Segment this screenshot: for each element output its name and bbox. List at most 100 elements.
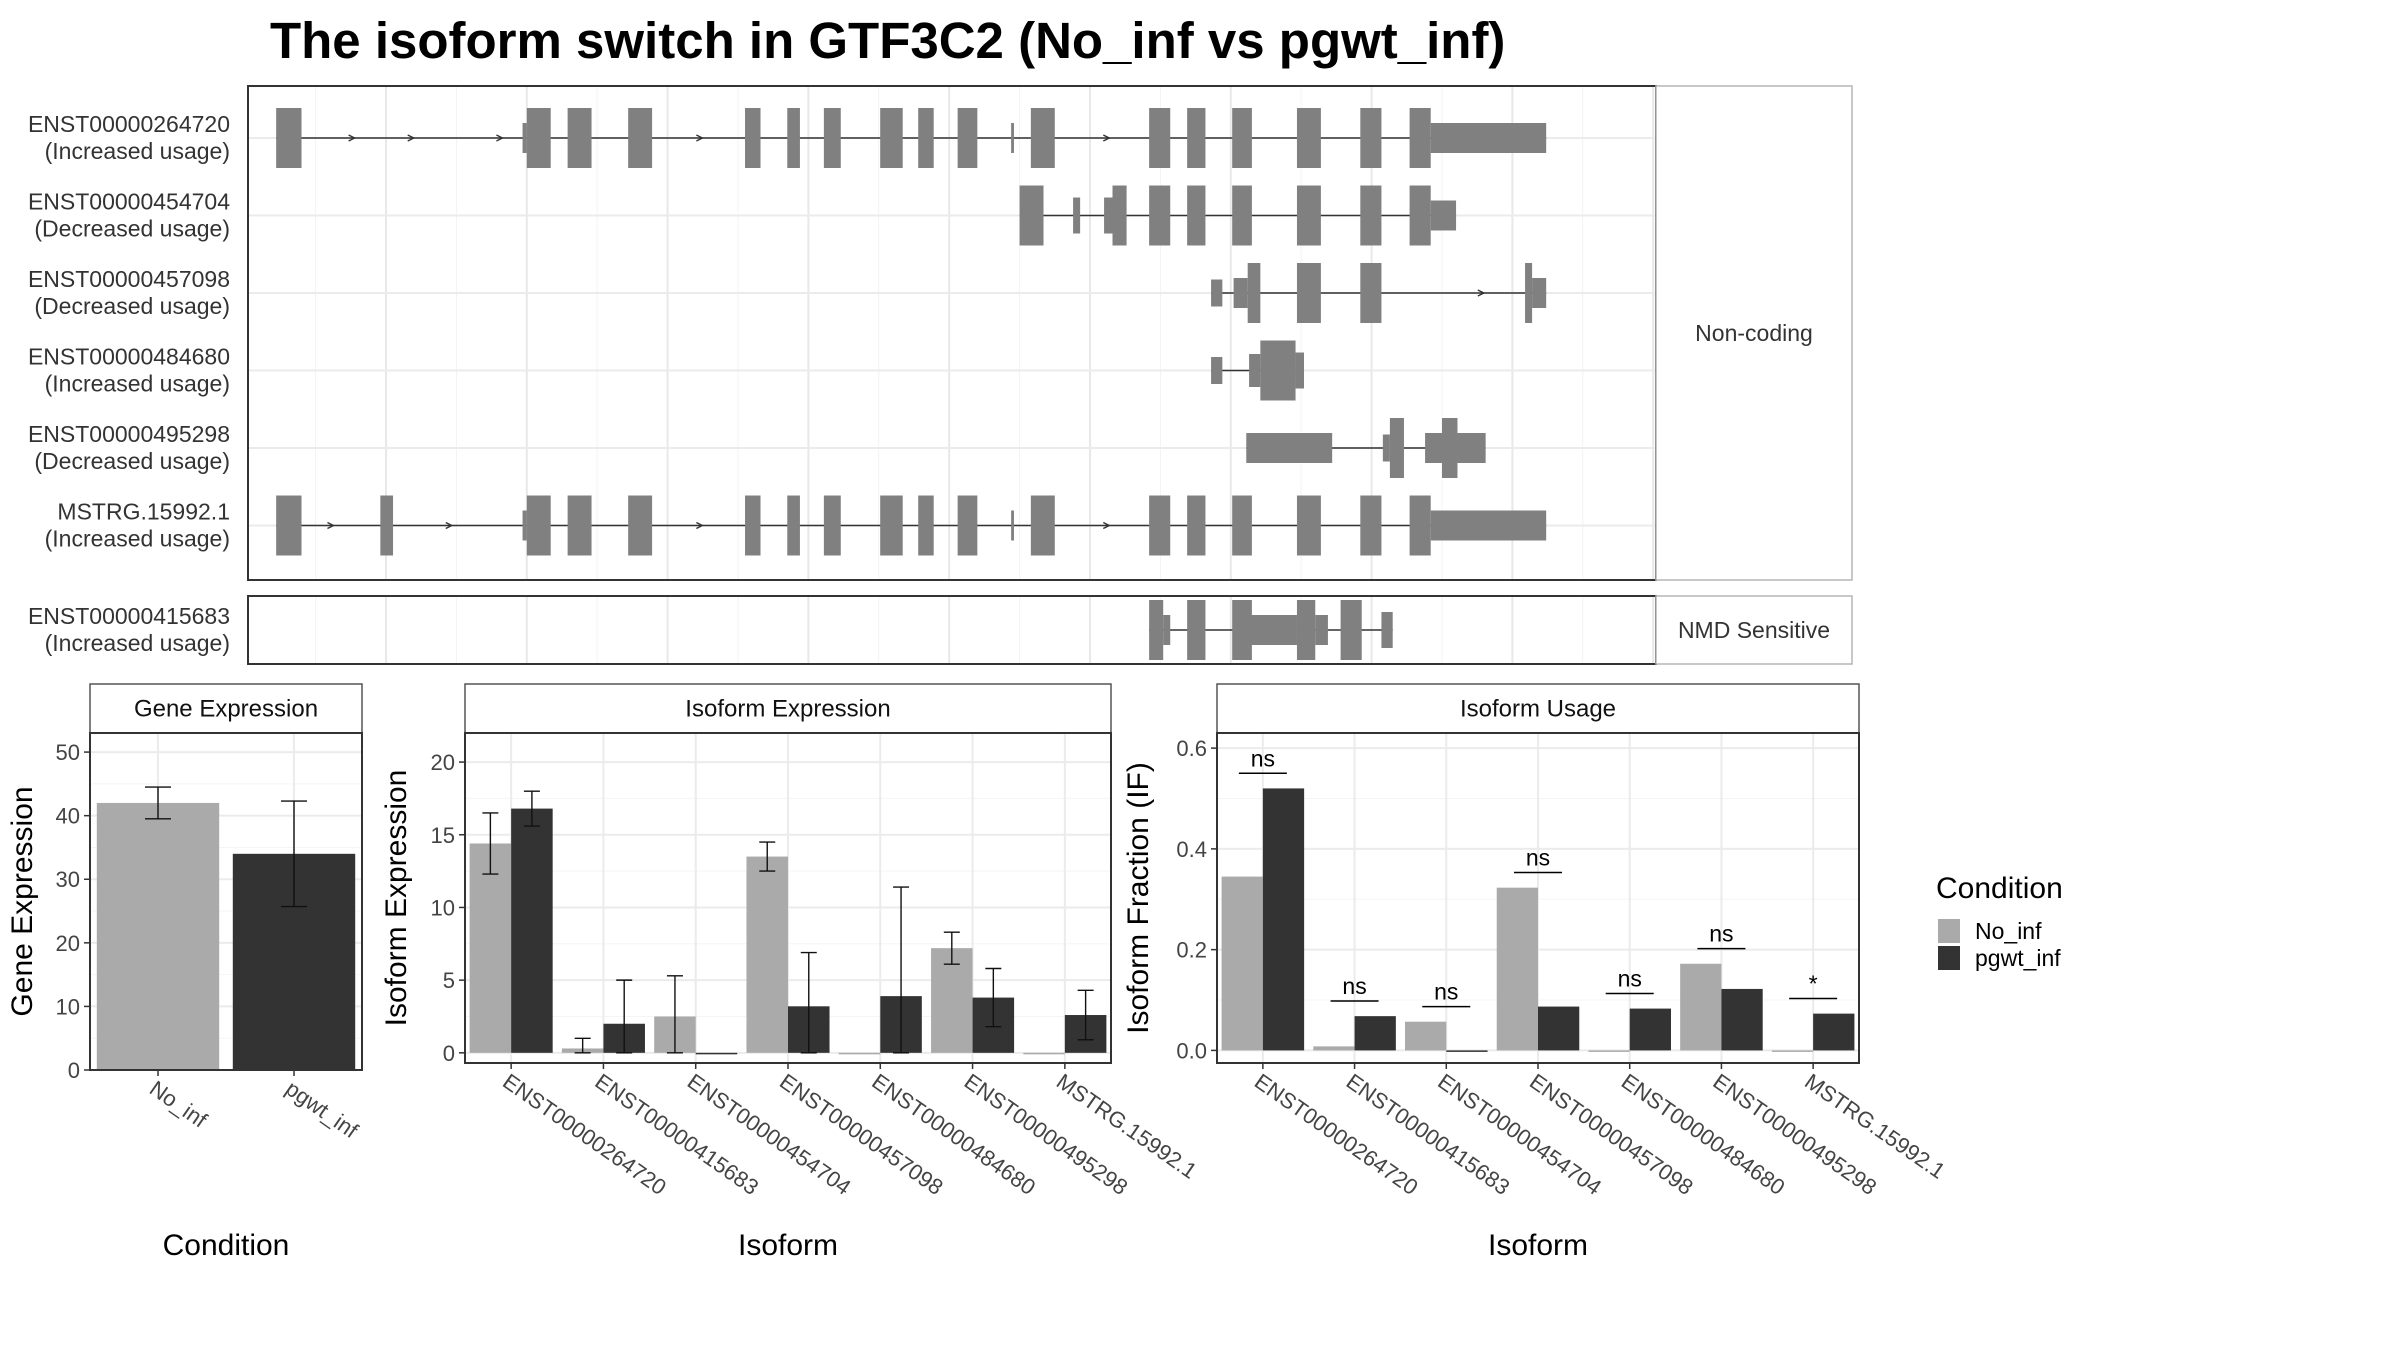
bar — [1023, 1052, 1065, 1055]
exon-block — [1296, 108, 1321, 168]
exon-block — [1340, 600, 1362, 660]
bar — [96, 802, 220, 1070]
legend-label: pgwt_inf — [1975, 945, 2061, 971]
exon-block — [1360, 185, 1382, 246]
exon-block — [1425, 433, 1442, 463]
exon-block — [1441, 418, 1458, 478]
exon-block — [1030, 108, 1055, 168]
exon-block — [628, 495, 653, 556]
transcript-usage-label: (Decreased usage) — [34, 216, 230, 242]
transcript-id-label: ENST00000415683 — [28, 603, 230, 629]
y-tick-label: 40 — [56, 804, 80, 829]
exon-block — [522, 123, 527, 153]
transcript-usage-label: (Increased usage) — [45, 630, 230, 656]
exon-block — [1360, 263, 1382, 323]
significance-label: ns — [1342, 973, 1366, 999]
group-strip-label: Non-coding — [1695, 320, 1813, 346]
bar — [838, 1052, 881, 1055]
exon-block — [380, 495, 394, 556]
significance-label: ns — [1434, 979, 1458, 1005]
exon-block — [1246, 433, 1333, 463]
y-tick-label: 0.4 — [1176, 837, 1207, 862]
structure-group: Non-coding ENST00000264720(Increased usag… — [28, 85, 1853, 581]
transcript-track: ENST00000264720(Increased usage) — [28, 108, 1547, 168]
exon-block — [918, 495, 934, 556]
exon-block — [1260, 340, 1296, 401]
y-tick-label: 0.2 — [1176, 938, 1207, 963]
strand-arrow — [1477, 289, 1486, 297]
transcript-id-label: ENST00000484680 — [28, 344, 230, 370]
legend-label: No_inf — [1975, 918, 2042, 944]
exon-block — [1430, 200, 1457, 231]
y-tick-label: 10 — [431, 895, 455, 920]
exon-block — [1232, 495, 1252, 556]
strand-arrow — [327, 521, 336, 530]
exon-block — [1249, 354, 1261, 387]
significance-label: ns — [1526, 845, 1550, 871]
bar — [746, 856, 788, 1053]
exon-block — [823, 108, 841, 168]
exon-block — [787, 108, 800, 168]
bar — [1629, 1008, 1671, 1051]
exon-block — [1149, 185, 1171, 246]
x-axis-title: Isoform — [738, 1229, 838, 1262]
exon-block — [1381, 612, 1393, 648]
exon-block — [880, 108, 903, 168]
y-tick-label: 0 — [68, 1058, 80, 1083]
structure-panel-bg — [248, 596, 1656, 664]
exon-block — [918, 108, 934, 168]
exon-block — [628, 108, 653, 168]
facet-strip-title: Gene Expression — [134, 696, 318, 723]
exon-block — [1389, 418, 1404, 478]
y-tick-label: 0.6 — [1176, 736, 1207, 761]
transcript-track: ENST00000457098(Decreased usage) — [28, 263, 1547, 323]
bar — [1771, 1050, 1814, 1052]
exon-block — [567, 495, 592, 556]
transcript-id-label: ENST00000495298 — [28, 421, 230, 447]
exon-block — [1296, 495, 1321, 556]
transcript-id-label: ENST00000454704 — [28, 189, 230, 215]
exon-block — [1296, 600, 1316, 660]
transcript-usage-label: (Decreased usage) — [34, 448, 230, 474]
exon-block — [1149, 108, 1171, 168]
exon-block — [745, 495, 761, 556]
exon-block — [1011, 510, 1014, 541]
structure-group: NMD Sensitive ENST00000415683(Increased u… — [28, 595, 1853, 665]
strand-arrow — [445, 521, 454, 530]
transcript-id-label: ENST00000457098 — [28, 266, 230, 292]
bar — [511, 808, 553, 1053]
y-tick-label: 20 — [431, 750, 455, 775]
exon-block — [1247, 263, 1261, 323]
legend-swatch — [1938, 919, 1960, 943]
exon-block — [1187, 495, 1206, 556]
exon-block — [522, 510, 527, 541]
transcript-usage-label: (Increased usage) — [45, 526, 230, 552]
bar — [1354, 1016, 1396, 1051]
y-tick-label: 50 — [56, 740, 80, 765]
exon-block — [1382, 434, 1390, 462]
legend-title: Condition — [1936, 872, 2063, 905]
bar — [695, 1052, 738, 1055]
transcript-track: ENST00000495298(Decreased usage) — [28, 418, 1486, 478]
facet-strip-title: Isoform Usage — [1460, 696, 1616, 723]
group-strip — [1655, 85, 1853, 581]
exon-block — [1409, 108, 1431, 168]
exon-block — [1360, 108, 1382, 168]
exon-block — [526, 495, 551, 556]
transcript-usage-label: (Decreased usage) — [34, 293, 230, 319]
y-axis-title: Isoform Fraction (IF) — [1122, 762, 1155, 1034]
exon-block — [1232, 108, 1252, 168]
exon-block — [880, 495, 903, 556]
y-tick-label: 30 — [56, 867, 80, 892]
x-axis-title: Isoform — [1488, 1229, 1588, 1262]
exon-block — [1296, 185, 1321, 246]
significance-label: ns — [1251, 745, 1275, 771]
exon-block — [1457, 433, 1486, 463]
exon-block — [1187, 108, 1206, 168]
exon-block — [957, 495, 978, 556]
bar — [1496, 887, 1538, 1051]
exon-block — [1295, 352, 1304, 389]
exon-block — [957, 108, 978, 168]
y-axis-title: Isoform Expression — [380, 770, 413, 1027]
